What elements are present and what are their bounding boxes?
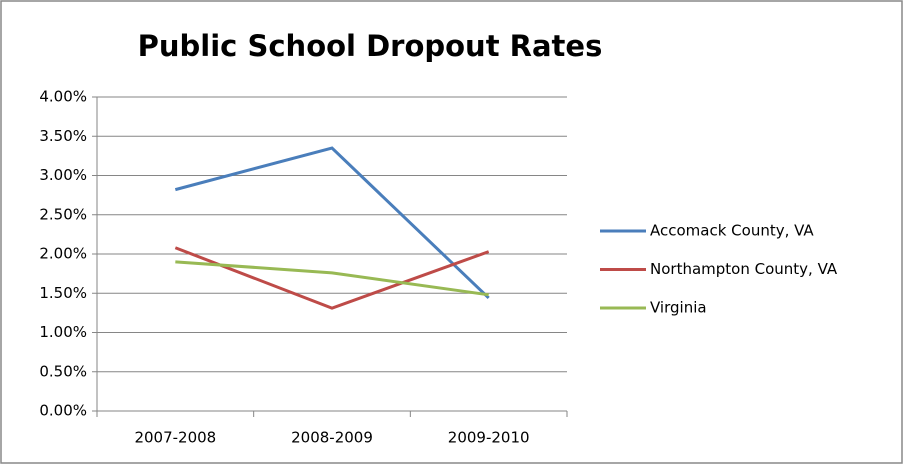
y-tick-label: 1.50% (39, 284, 87, 302)
y-tick-label: 2.00% (39, 245, 87, 263)
series-line (175, 260, 489, 297)
x-tick-label: 2008-2009 (291, 429, 373, 447)
x-tick-label: 2009-2010 (448, 429, 530, 447)
y-tick-label: 3.00% (39, 166, 87, 184)
x-tick-label: 2007-2008 (134, 429, 216, 447)
y-tick-label: 1.00% (39, 323, 87, 341)
y-tick-label: 3.50% (39, 127, 87, 145)
legend-label: Virginia (650, 299, 707, 317)
chart-title: Public School Dropout Rates (138, 29, 603, 63)
legend-label: Northampton County, VA (650, 260, 838, 278)
y-tick-label: 4.00% (39, 88, 87, 106)
series-line (174, 146, 490, 300)
y-tick-label: 2.50% (39, 205, 87, 223)
series-line (174, 246, 490, 310)
y-tick-label: 0.50% (39, 362, 87, 380)
legend-label: Accomack County, VA (650, 222, 814, 240)
y-tick-label: 0.00% (39, 402, 87, 420)
